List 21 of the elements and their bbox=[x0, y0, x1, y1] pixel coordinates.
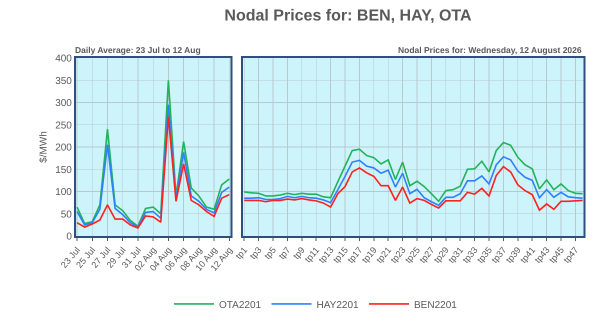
line-series bbox=[76, 79, 230, 228]
legend-label: OTA2201 bbox=[219, 300, 262, 311]
chart-subtitle: Daily Average: 23 Jul to 12 Aug bbox=[75, 45, 201, 55]
y-tick-label: 300 bbox=[55, 98, 72, 109]
chart-subtitle: Nodal Prices for: Wednesday, 12 August 2026 bbox=[398, 45, 582, 55]
y-tick-label: 100 bbox=[55, 187, 72, 198]
chart-title: Nodal Prices for: BEN, HAY, OTA bbox=[224, 7, 472, 24]
x-tick-label: tp3 bbox=[248, 245, 264, 262]
legend-label: BEN2201 bbox=[414, 300, 458, 311]
x-tick-label: tp7 bbox=[276, 245, 292, 262]
legend-label: HAY2201 bbox=[316, 300, 360, 311]
y-tick-label: 0 bbox=[66, 232, 72, 242]
y-tick-label: 400 bbox=[55, 54, 72, 64]
y-axis-title: $/MWh bbox=[38, 131, 50, 163]
x-tick-label: tp1 bbox=[233, 245, 250, 262]
y-tick-label: 200 bbox=[55, 142, 72, 154]
y-tick-label: 250 bbox=[55, 120, 72, 132]
y-tick-label: 150 bbox=[55, 164, 72, 176]
y-tick-label: 350 bbox=[55, 76, 72, 87]
y-tick-label: 50 bbox=[60, 209, 72, 220]
x-tick-label: tp5 bbox=[262, 245, 278, 262]
